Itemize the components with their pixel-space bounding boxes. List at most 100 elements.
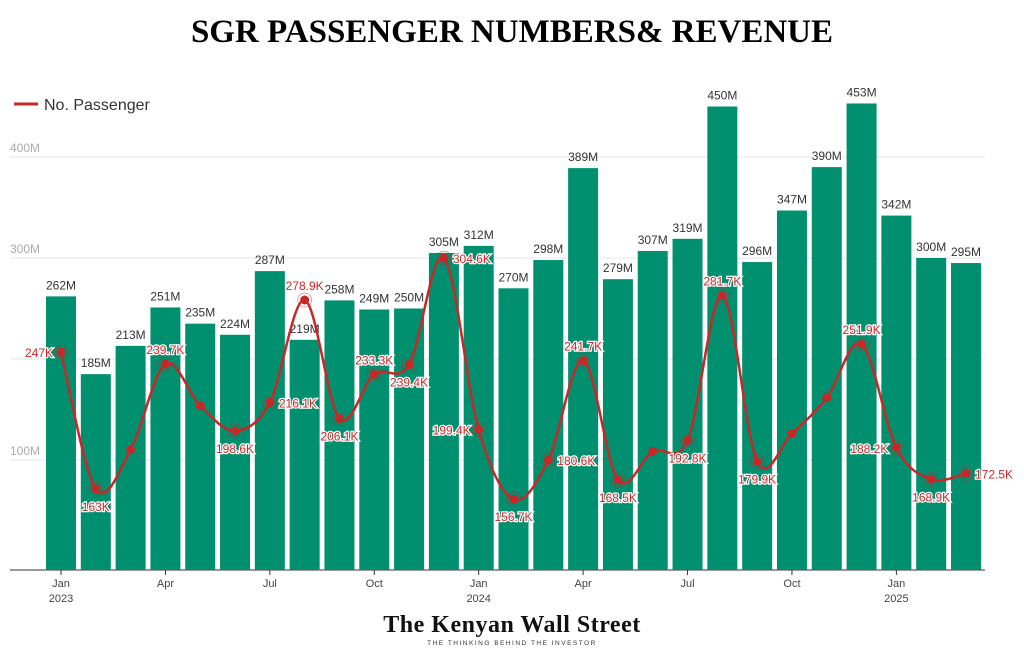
passenger-label: 179.9K [738,472,776,486]
bar-label: 235M [185,306,215,320]
passenger-point [717,290,727,300]
bar-label: 185M [81,356,111,370]
passenger-point [56,347,66,357]
bar-label: 347M [777,193,807,207]
bar [776,210,807,570]
point-halo [680,432,695,448]
bar [46,296,76,570]
bar [185,323,216,570]
bar-label: 258M [324,282,354,296]
passenger-point [126,445,136,455]
bar [881,215,912,570]
bar [707,106,738,570]
passenger-point [300,295,310,305]
point-halo [610,472,626,488]
logo-tagline: THE THINKING BEHIND THE INVESTOR [427,640,597,647]
chart-title: SGR PASSENGER NUMBERS& REVENUE [190,14,834,50]
passenger-point [926,474,936,484]
point-halo [401,357,417,372]
bar-label: 224M [220,317,250,331]
bar [533,260,564,570]
bar-label: 287M [255,253,285,267]
passenger-point [787,429,797,438]
passenger-point [683,435,693,445]
passenger-label: 241.7K [564,340,602,354]
point-halo [471,422,487,437]
passenger-point [404,359,414,369]
y-tick-label: 100M [10,444,40,458]
x-tick-label: Jan [888,578,906,590]
y-tick-label: 400M [10,141,40,155]
x-tick-label: Apr [575,578,592,590]
point-halo [227,423,243,439]
x-tick-year: 2023 [49,593,73,605]
bar [115,345,146,570]
passenger-label: 180.6K [557,454,595,468]
passenger-point [509,494,518,504]
point-halo [332,411,347,427]
bar-label: 307M [638,233,668,247]
point-halo [158,356,173,372]
point-halo [88,481,104,497]
passenger-point [857,339,867,349]
bar-label: 305M [429,235,459,249]
bar-label: 312M [464,228,494,242]
bar-label: 342M [881,198,911,212]
bar [254,271,285,570]
passenger-point [752,456,762,466]
bar-label: 319M [673,221,703,235]
x-tick-label: Jan [470,578,488,590]
passenger-point [578,356,588,366]
passenger-point [91,484,101,494]
logo: The Kenyan Wall Street THE THINKING BEHI… [0,612,1024,647]
bar-label: 213M [116,328,146,342]
passenger-label: 239.4K [390,375,428,389]
passenger-label: 239.7K [146,343,184,357]
point-halo [958,466,974,481]
passenger-label: 198.6K [216,442,254,456]
passenger-label: 168.9K [912,490,950,504]
bar [428,252,459,570]
bar [394,308,425,570]
bar [220,334,251,570]
bar [672,238,703,570]
x-tick-label: Apr [157,578,174,590]
point-halo [436,250,452,266]
bar [359,309,390,570]
x-tick-label: Oct [366,578,383,590]
bar [811,167,842,570]
passenger-label: 172.5K [975,467,1013,481]
point-halo [262,395,278,410]
passenger-point [439,253,449,263]
passenger-label: 168.5K [599,491,637,505]
passenger-point [613,475,623,485]
passenger-point [891,443,901,453]
passenger-label: 163K [82,500,110,514]
passenger-point [648,446,658,456]
point-halo [854,336,869,352]
passenger-point [230,426,240,436]
point-halo [714,288,730,303]
bar [602,279,633,570]
point-halo [297,292,313,308]
x-tick-label: Oct [783,578,800,590]
bar-label: 389M [568,150,598,164]
bar-label: 249M [359,292,389,306]
logo-name: The Kenyan Wall Street [383,612,641,638]
point-halo [749,454,765,469]
passenger-point [961,468,971,478]
bar [951,263,981,570]
point-halo [540,452,556,468]
bar [916,258,947,570]
x-tick-year: 2024 [466,593,490,605]
bar-label: 219M [290,322,320,336]
passenger-label: 192.8K [669,451,707,465]
passenger-label: 251.9K [843,323,881,337]
bar-label: 450M [707,89,737,103]
point-halo [923,471,939,487]
bar-label: 300M [916,240,946,254]
bar-label: 390M [812,149,842,163]
passenger-label: 278.9K [286,279,324,293]
bar [568,168,599,571]
